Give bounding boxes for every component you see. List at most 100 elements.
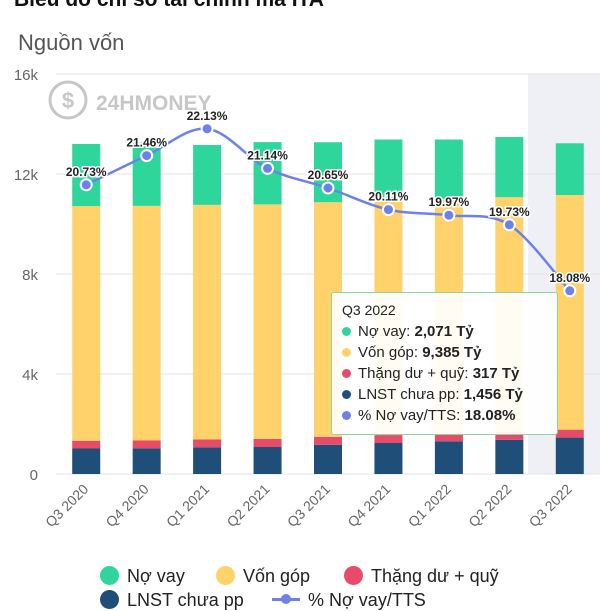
bar-segment-lnst-ch-a-pp: [132, 448, 161, 474]
legend-label: % Nợ vay/TTS: [308, 590, 426, 610]
watermark: $ 24HMONEY: [48, 80, 212, 120]
tooltip-swatch: [342, 390, 351, 399]
tooltip-value: 317 Tỷ: [472, 365, 520, 382]
y-tick-label: 8k: [22, 267, 38, 284]
legend-item-ratio[interactable]: % Nợ vay/TTS: [272, 590, 426, 611]
x-tick-label: Q2 2022: [465, 481, 514, 530]
x-tick-label: Q4 2020: [102, 481, 151, 530]
bar-segment-th-ng-d-qu-: [374, 435, 403, 443]
legend-item-von-gop[interactable]: Vốn góp: [216, 566, 310, 587]
bar-segment-th-ng-d-qu-: [314, 436, 342, 445]
tooltip-label: Nợ vay:: [358, 323, 415, 340]
ratio-data-label: 19.73%: [489, 205, 530, 219]
tooltip-label: LNST chưa pp:: [358, 386, 464, 403]
bar-segment-lnst-ch-a-pp: [555, 437, 584, 474]
x-tick-label: Q3 2022: [526, 481, 575, 530]
bar-segment-n-vay: [374, 139, 403, 201]
ratio-line-point: [140, 149, 154, 163]
bar-segment-lnst-ch-a-pp: [72, 448, 101, 474]
tooltip-row: Vốn góp: 9,385 Tỷ: [342, 342, 547, 363]
bar-segment-lnst-ch-a-pp: [253, 447, 282, 474]
ratio-data-label: 21.46%: [126, 136, 167, 150]
bar-segment-v-n-g-p: [132, 205, 161, 441]
legend-label: Vốn góp: [243, 566, 311, 586]
bar-segment-n-vay: [434, 139, 463, 199]
bar-segment-v-n-g-p: [555, 195, 584, 430]
bar-segment-lnst-ch-a-pp: [434, 441, 463, 474]
bar-segment-th-ng-d-qu-: [434, 433, 463, 442]
x-tick-label: Q4 2021: [344, 481, 393, 530]
tooltip-swatch: [342, 327, 351, 336]
bar-segment-lnst-ch-a-pp: [374, 443, 403, 474]
tooltip-value: 9,385 Tỷ: [422, 344, 482, 361]
bar-segment-n-vay: [555, 143, 584, 196]
bar-segment-lnst-ch-a-pp: [314, 444, 342, 474]
bar-segment-v-n-g-p: [72, 206, 101, 441]
legend-item-lnst[interactable]: LNST chưa pp: [100, 590, 244, 611]
legend-item-thang-du[interactable]: Thặng dư + quỹ: [344, 566, 499, 587]
tooltip-row: Thặng dư + quỹ: 317 Tỷ: [342, 363, 547, 384]
y-tick-label: 12k: [14, 167, 39, 184]
ratio-data-label: 18.08%: [549, 271, 590, 285]
legend-swatch: [100, 566, 119, 585]
bar-segment-th-ng-d-qu-: [253, 439, 282, 447]
ratio-line-point: [200, 122, 214, 136]
ratio-data-label: 21.14%: [247, 148, 288, 162]
tooltip-row: % Nợ vay/TTS: 18.08%: [342, 405, 547, 426]
bar-segment-th-ng-d-qu-: [495, 431, 524, 440]
bar-segment-th-ng-d-qu-: [193, 439, 222, 448]
ratio-line-point: [442, 208, 456, 222]
ratio-line-point: [261, 161, 275, 175]
legend-swatch: [344, 566, 363, 585]
legend-swatch: [216, 566, 235, 585]
legend-label: Thặng dư + quỹ: [371, 566, 499, 586]
tooltip-value: 2,071 Tỷ: [414, 323, 474, 340]
bar-segment-n-vay: [72, 144, 101, 207]
ratio-data-label: 20.65%: [308, 168, 349, 182]
ratio-data-label: 22.13%: [187, 109, 228, 123]
tooltip-label: Vốn góp:: [358, 344, 423, 361]
chart-title: Biểu đồ chỉ số tài chính mã ITA: [14, 0, 324, 12]
bar-segment-lnst-ch-a-pp: [495, 439, 524, 474]
tooltip-value: 1,456 Tỷ: [463, 386, 523, 403]
y-axis: 0 4k 8k 12k 16k: [14, 67, 39, 484]
ratio-line-point: [563, 284, 577, 298]
x-tick-label: Q2 2021: [223, 481, 272, 530]
legend-label: Nợ vay: [127, 566, 185, 586]
ratio-line-point: [321, 181, 335, 195]
x-tick-label: Q1 2022: [405, 481, 454, 530]
ratio-line-point: [381, 203, 395, 217]
ratio-line: 20.73% 21.46% 22.13% 21.14% 20.65% 20.11% 19.9…: [64, 107, 592, 298]
tooltip-label: Thặng dư + quỹ:: [358, 365, 473, 382]
tooltip-swatch: [342, 348, 351, 357]
ratio-line-point: [79, 178, 93, 192]
y-tick-label: 16k: [14, 67, 39, 84]
bar-segment-v-n-g-p: [253, 204, 282, 439]
y-tick-label: 4k: [22, 367, 38, 384]
ratio-data-label: 20.73%: [66, 165, 107, 179]
ratio-data-label: 20.11%: [368, 190, 408, 204]
tooltip-title: Q3 2022: [342, 302, 396, 318]
y-tick-label: 0: [30, 467, 38, 484]
tooltip-swatch: [342, 369, 351, 378]
ratio-line-point: [502, 218, 516, 232]
tooltip-label: % Nợ vay/TTS:: [358, 407, 465, 424]
legend-line-swatch: [272, 594, 300, 604]
bar-segment-th-ng-d-qu-: [132, 440, 161, 449]
tooltip-row: LNST chưa pp: 1,456 Tỷ: [342, 384, 547, 405]
watermark-text: 24HMONEY: [96, 92, 212, 115]
x-tick-label: Q3 2020: [42, 481, 91, 530]
x-axis: Q3 2020 Q4 2020 Q1 2021 Q2 2021 Q3 2021 Q4 20…: [42, 481, 575, 530]
chart-subtitle: Nguồn vốn: [18, 30, 125, 55]
tooltip-swatch: [342, 411, 351, 420]
ratio-data-label: 19.97%: [429, 195, 470, 209]
svg-text:$: $: [62, 88, 74, 113]
legend-item-no-vay[interactable]: Nợ vay: [100, 566, 185, 587]
bar-segment-lnst-ch-a-pp: [193, 447, 222, 474]
bar-segment-th-ng-d-qu-: [555, 429, 584, 438]
bar-segment-th-ng-d-qu-: [72, 440, 101, 449]
tooltip-value: 18.08%: [464, 407, 516, 424]
x-tick-label: Q1 2021: [163, 481, 212, 530]
bar-segment-n-vay: [193, 145, 222, 205]
